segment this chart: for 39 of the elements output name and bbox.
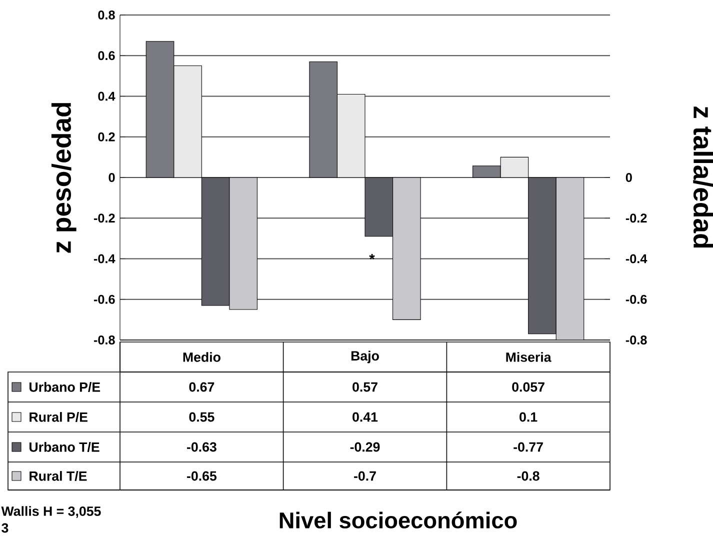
data-label: -0.77 [514,442,543,452]
y2-tick-label: 0 [626,173,632,182]
y2-axis-title: z talla/edad [693,106,713,248]
data-label: -0.29 [350,442,380,452]
data-label: -0.63 [187,442,216,452]
data-label: 0.057 [512,382,544,392]
data-label: 0.55 [189,412,214,422]
y-tick-label: 0.8 [98,10,115,20]
y-tick-label: -0.8 [94,336,115,344]
text: Nivel socioeconómico [280,512,517,528]
y-tick-label: 0.6 [98,51,115,60]
y2-tick-label: -0.6 [626,294,647,304]
y-tick-label: 0 [108,173,115,182]
data-label: 0.57 [352,382,378,392]
x-tick-label: Medio [183,352,220,362]
y-axis-title: z peso/edad [51,102,76,253]
legend-label: Urbano P/E [30,382,100,392]
y2-tick-label: -0.2 [626,214,647,223]
y-tick-label: -0.6 [94,294,115,304]
data-label: 0.67 [189,382,214,392]
y-tick-label: 0.2 [98,132,115,142]
y2-tick-label: -0.8 [626,336,647,344]
data-label: 0.41 [352,412,378,422]
data-label: -0.65 [187,471,217,481]
y-tick-label: -0.4 [94,254,116,264]
annotation: * [369,254,375,260]
legend-label: Rural T/E [30,471,87,481]
legend-label: Rural P/E [30,412,88,422]
y-tick-label: -0.2 [94,214,115,223]
legend-label: Urbano T/E [30,442,100,452]
text: Wallis H = 3,055 [1,506,101,518]
x-tick-label: Bajo [351,350,379,364]
x-tick-label: Miseria [506,352,552,362]
data-label: 0.1 [520,412,538,422]
y-tick-label: 0.4 [98,92,116,101]
y2-tick-label: -0.4 [626,254,648,264]
data-label: -0.8 [517,471,540,481]
text: 3 [2,523,8,533]
data-label: -0.7 [354,471,376,481]
